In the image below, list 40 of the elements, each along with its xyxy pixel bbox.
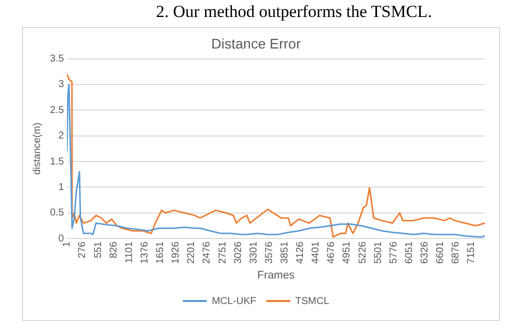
chart-title: Distance Error (211, 35, 302, 52)
legend-label: TSMCL (295, 296, 330, 307)
x-tick-label: 3026 (232, 241, 244, 264)
legend-label: MCL-UKF (212, 296, 256, 307)
x-tick-label: 6326 (420, 241, 431, 264)
y-tick-label: 3.5 (50, 54, 64, 65)
y-tick-label: 1.5 (50, 156, 64, 168)
y-tick-label: 2.5 (50, 104, 64, 116)
x-tick-label: 7151 (466, 241, 478, 264)
x-tick-label: 1376 (139, 241, 150, 264)
x-tick-label: 5501 (372, 241, 384, 264)
y-axis-title: distance(m) (32, 122, 43, 175)
x-tick-label: 6601 (435, 241, 446, 264)
y-tick-label: 2 (58, 130, 64, 142)
x-tick-label: 6051 (404, 241, 415, 264)
x-tick-label: 4126 (295, 241, 306, 264)
x-tick-label: 2476 (202, 241, 213, 264)
x-tick-label: 4676 (326, 241, 338, 264)
x-tick-label: 551 (92, 241, 104, 258)
y-tick-label: 0 (58, 233, 64, 244)
x-tick-label: 3576 (264, 241, 275, 264)
x-tick-label: 276 (77, 241, 88, 258)
y-tick-label: 1 (58, 182, 64, 193)
text: 2. Our method outperforms the TSMCL. (155, 1, 433, 23)
x-tick-label: 2201 (186, 241, 198, 264)
x-tick-label: 5776 (388, 241, 400, 264)
x-tick-label: 5226 (357, 241, 368, 264)
x-axis-title: Frames (257, 269, 296, 282)
x-tick-label: 3851 (280, 241, 290, 264)
x-tick-label: 6876 (450, 241, 462, 264)
x-tick-label: 1926 (170, 241, 182, 264)
x-tick-label: 4401 (310, 241, 322, 264)
y-tick-label: 3 (58, 79, 64, 90)
x-tick-label: 826 (108, 241, 120, 258)
y-tick-label: 0.5 (50, 208, 64, 219)
x-tick-label: 2751 (217, 241, 228, 264)
x-tick-label: 1101 (124, 241, 135, 264)
x-tick-label: 4951 (342, 241, 353, 264)
x-tick-label: 1651 (155, 241, 166, 264)
x-tick-label: 3301 (248, 241, 260, 264)
